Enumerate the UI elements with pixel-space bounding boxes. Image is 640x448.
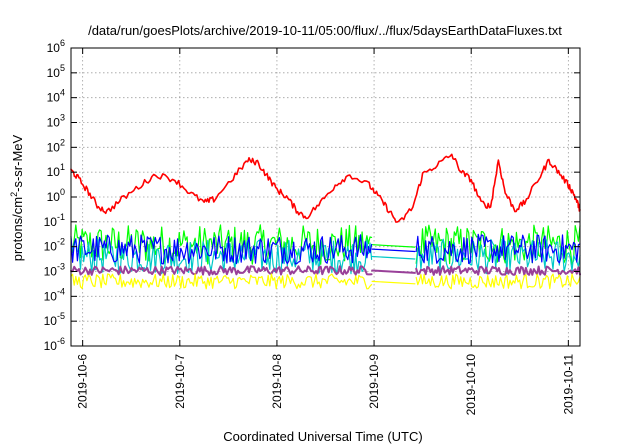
x-tick-label: 2019-10-11 — [561, 354, 575, 415]
y-tick-label: 10-6 — [44, 336, 65, 353]
x-tick-label: 2019-10-7 — [173, 354, 187, 409]
y-tick-label: 100 — [47, 187, 65, 204]
series-line — [70, 233, 581, 265]
y-axis-label: protons/cm2-s-sr-MeV — [9, 134, 25, 261]
y-tick-label: 10-5 — [44, 311, 65, 328]
series-line — [70, 153, 581, 223]
y-tick-label: 10-2 — [44, 237, 65, 254]
x-tick-label: 2019-10-10 — [464, 354, 478, 416]
y-tick-label: 106 — [47, 38, 65, 55]
x-axis-label: Coordinated Universal Time (UTC) — [223, 429, 422, 444]
y-tick-label: 104 — [47, 88, 65, 105]
chart-title: /data/run/goesPlots/archive/2019-10-11/0… — [88, 23, 562, 38]
series-line — [70, 273, 581, 290]
y-tick-label: 102 — [47, 137, 65, 154]
series-line — [70, 265, 581, 276]
x-tick-label: 2019-10-6 — [76, 354, 90, 409]
y-tick-label: 105 — [47, 63, 65, 80]
x-tick-label: 2019-10-9 — [367, 354, 381, 409]
x-tick-label: 2019-10-8 — [270, 354, 284, 409]
y-tick-label: 10-3 — [44, 262, 65, 279]
y-tick-label: 10-4 — [44, 286, 65, 303]
y-tick-label: 101 — [47, 162, 65, 179]
y-tick-label: 103 — [47, 113, 65, 130]
series-layer — [70, 153, 581, 290]
y-axis-label-sup: 2 — [9, 192, 19, 197]
ticks: 106 105 104 103 102 101 100 10-1 10-2 10-3 10-4 10-… — [44, 38, 580, 415]
y-axis-label-base: protons/cm — [10, 197, 25, 261]
y-axis-label-rest: -s-sr-MeV — [10, 134, 25, 191]
y-tick-label: 10-1 — [44, 212, 65, 229]
